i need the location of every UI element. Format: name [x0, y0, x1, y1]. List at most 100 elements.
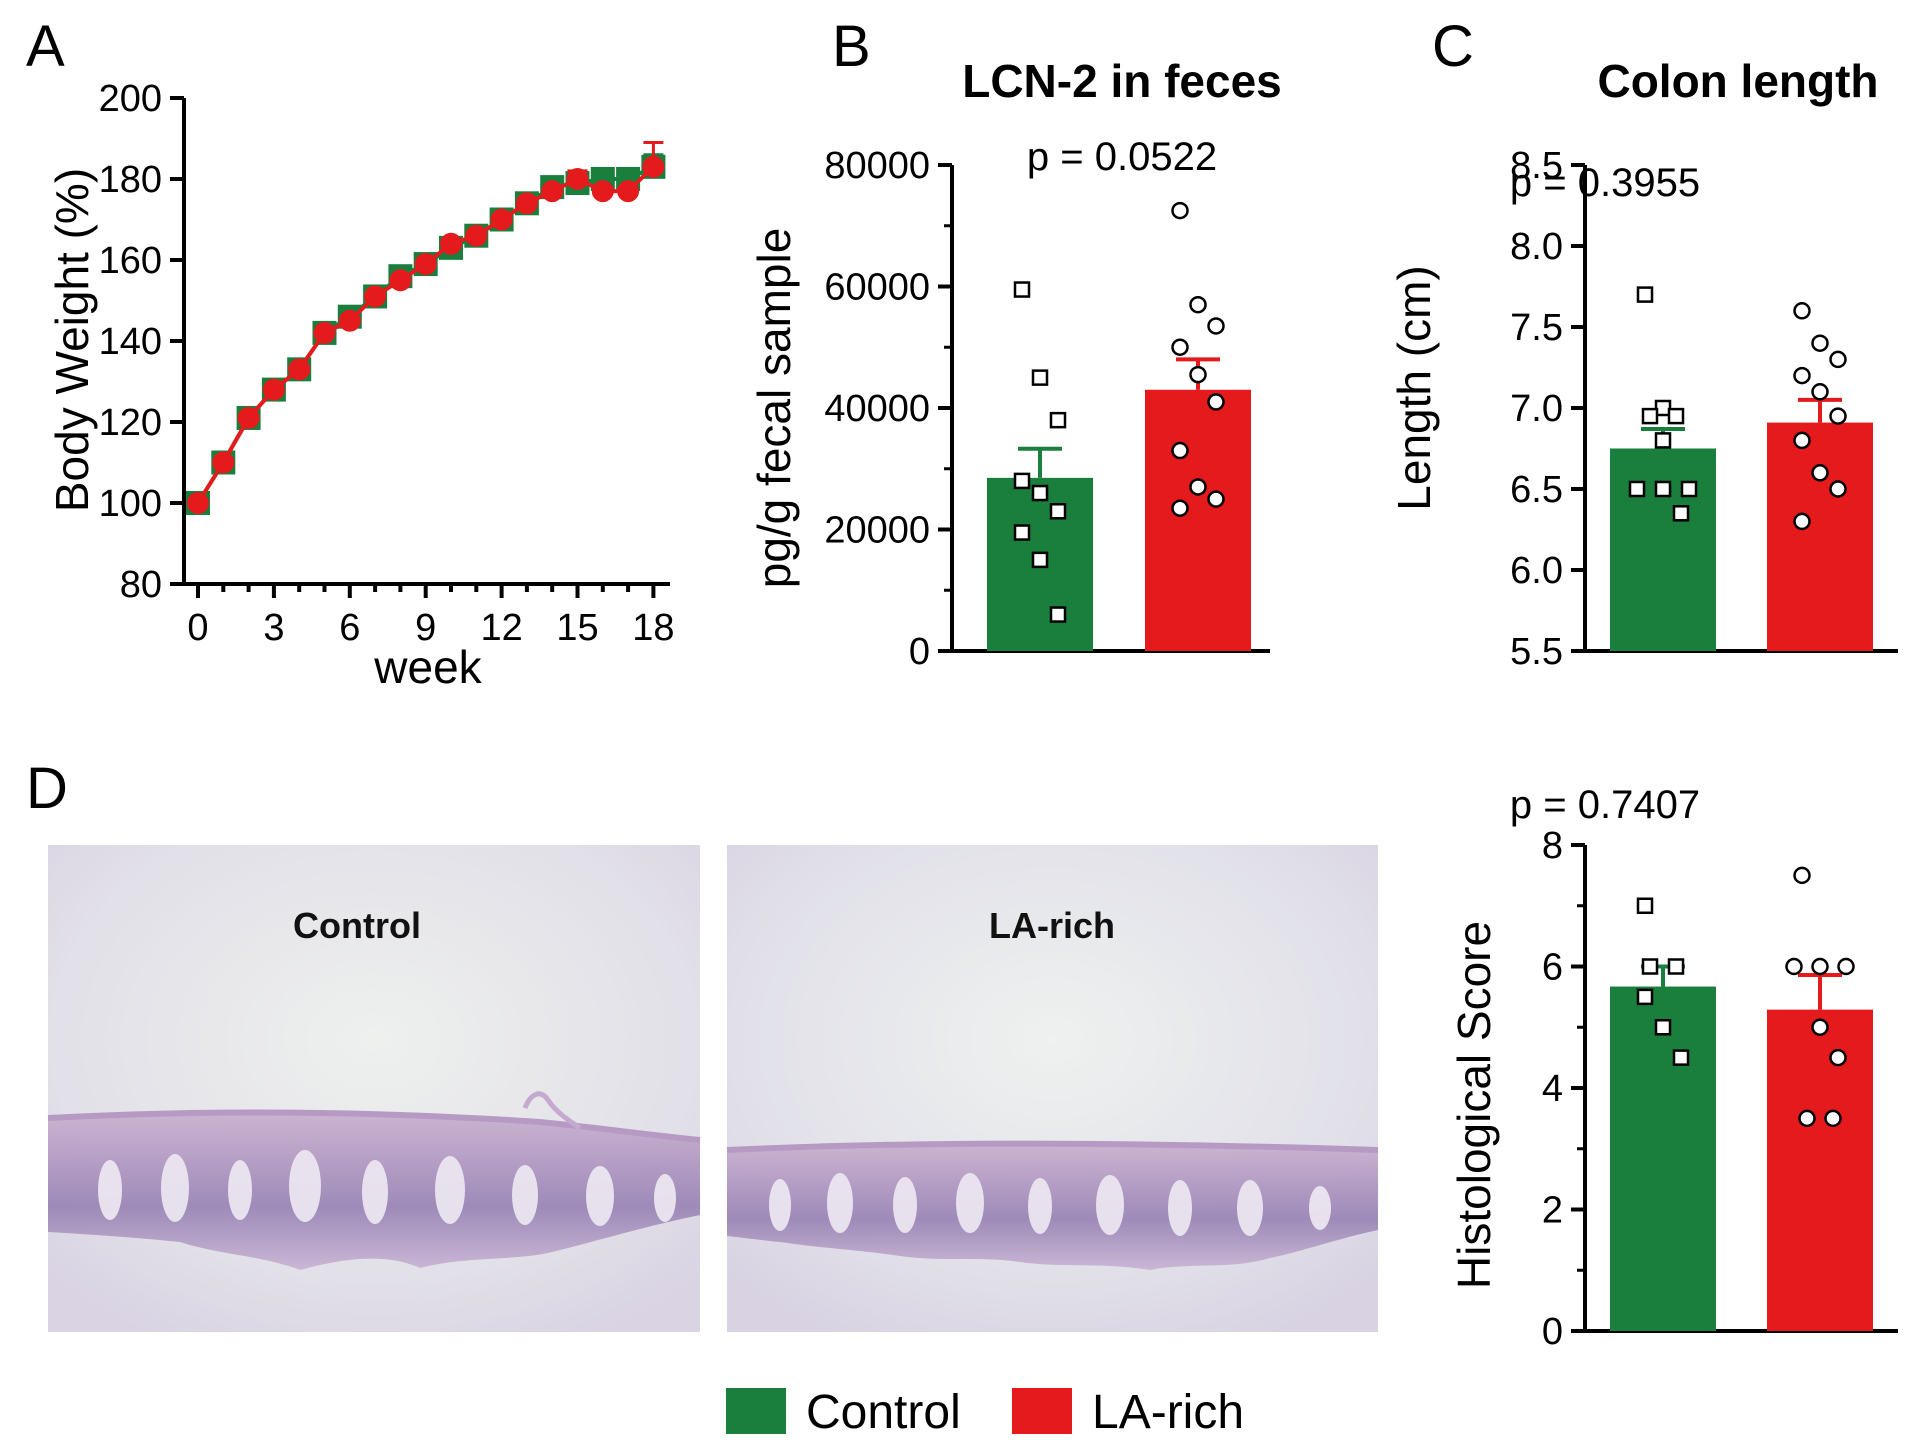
chart-b-point-la-rich [1207, 317, 1225, 335]
chart-a-y-tick-label: 200 [99, 78, 162, 120]
chart-b-y-tick-label: 80000 [824, 145, 930, 187]
chart-b-point-control [1013, 524, 1031, 541]
chart-d-point-control [1654, 1019, 1672, 1036]
chart-a-point-la-rich [338, 309, 361, 332]
chart-a-y-label: Body Weight (%) [46, 168, 98, 512]
chart-b-point-la-rich [1171, 499, 1189, 517]
chart-c-point-control [1672, 505, 1690, 522]
histology-label-control: Control [293, 905, 421, 946]
chart-a-x-tick-label: 9 [415, 607, 436, 649]
panel-letter-a: A [26, 14, 65, 79]
chart-a-point-la-rich [541, 180, 564, 203]
chart-c-point-la-rich [1793, 302, 1811, 320]
chart-b-point-la-rich [1189, 365, 1207, 384]
chart-c-point-la-rich [1829, 350, 1847, 369]
chart-a-y-tick-label: 120 [99, 402, 162, 444]
chart-d-y-tick-label: 2 [1542, 1190, 1563, 1232]
chart-b-point-control [1031, 484, 1049, 502]
chart-d-y-tick-label: 6 [1542, 947, 1563, 989]
chart-a-series [186, 141, 666, 515]
chart-c-point-la-rich [1811, 464, 1829, 482]
chart-b-point-control [1049, 606, 1067, 623]
chart-b-lcn2: LCN-2 in feces p = 0.0522 0 20000 40000 600… [748, 55, 1282, 673]
chart-c-point-control [1654, 432, 1672, 449]
chart-b-point-control [1031, 551, 1049, 569]
chart-a-y-ticks: 80 100 120 140 160 180 200 [99, 78, 184, 606]
chart-b-y-ticks: 0 20000 40000 60000 80000 [824, 145, 952, 673]
chart-d-point-la-rich [1824, 1109, 1842, 1128]
legend-swatch-la-rich [1012, 1388, 1072, 1434]
chart-d-point-la-rich [1785, 957, 1803, 976]
chart-a-x-tick-label: 18 [632, 607, 674, 649]
chart-b-y-tick-label: 20000 [824, 510, 930, 552]
chart-d-histological-score: p = 0.7407 0 2 4 6 8 Histological Score [1448, 783, 1898, 1353]
chart-d-point-control [1641, 958, 1659, 975]
chart-a-point-la-rich [642, 155, 665, 178]
chart-a-point-la-rich [566, 168, 589, 190]
chart-b-point-control [1031, 369, 1049, 386]
chart-b-point-la-rich [1189, 295, 1207, 314]
chart-c-title: Colon length [1597, 55, 1878, 107]
chart-d-y-label: Histological Score [1448, 921, 1500, 1289]
chart-a-point-la-rich [515, 192, 538, 215]
chart-a-point-la-rich [262, 378, 285, 401]
chart-b-point-la-rich [1171, 338, 1189, 356]
chart-c-y-tick-label: 6.5 [1510, 469, 1563, 511]
chart-c-y-tick-label: 8.5 [1510, 145, 1563, 187]
chart-a-y-tick-label: 100 [99, 483, 162, 525]
chart-a-y-tick-label: 80 [120, 564, 162, 606]
chart-b-y-tick-label: 40000 [824, 388, 930, 430]
chart-c-bar-la-rich [1767, 422, 1873, 651]
chart-a-point-la-rich [414, 253, 437, 276]
chart-b-point-control [1013, 472, 1031, 490]
histology-image-control: Control [47, 845, 701, 1332]
chart-c-y-tick-label: 7.5 [1510, 307, 1563, 349]
chart-a-point-la-rich [440, 232, 462, 255]
chart-a-point-la-rich [212, 451, 235, 474]
chart-c-bars [1610, 286, 1873, 651]
chart-a-point-la-rich [187, 492, 209, 514]
chart-a-point-la-rich [617, 180, 640, 203]
chart-a-series-line-control [196, 165, 655, 505]
chart-d-p-value: p = 0.7407 [1510, 783, 1700, 827]
chart-b-point-la-rich [1189, 478, 1207, 496]
chart-c-point-control [1641, 407, 1659, 425]
legend-label-control: Control [806, 1386, 961, 1439]
legend: Control LA-rich [726, 1386, 1244, 1439]
chart-d-bars [1610, 866, 1873, 1331]
chart-c-y-tick-label: 5.5 [1510, 631, 1563, 673]
chart-d-point-la-rich [1837, 957, 1855, 976]
chart-a-x-label: week [373, 641, 482, 693]
chart-b-point-la-rich [1171, 201, 1189, 220]
chart-a-point-la-rich [591, 180, 614, 203]
chart-b-point-control [1013, 281, 1031, 298]
chart-d-point-la-rich [1798, 1109, 1816, 1128]
chart-d-point-la-rich [1829, 1048, 1847, 1067]
chart-c-point-la-rich [1811, 383, 1829, 401]
chart-b-p-value: p = 0.0522 [1027, 135, 1217, 179]
chart-b-y-label: pg/g fecal sample [748, 228, 800, 589]
chart-d-y-ticks: 0 2 4 6 8 [1542, 825, 1585, 1353]
chart-c-y-tick-label: 7.0 [1510, 388, 1563, 430]
legend-swatch-control [726, 1388, 786, 1434]
chart-c-point-control [1680, 480, 1698, 498]
chart-c-y-label: Length (cm) [1388, 265, 1440, 510]
chart-a-point-la-rich [237, 406, 260, 429]
chart-c-y-tick-label: 6.0 [1510, 550, 1563, 592]
chart-b-point-control [1049, 503, 1067, 520]
chart-b-point-la-rich [1171, 441, 1189, 460]
chart-c-y-tick-label: 8.0 [1510, 226, 1563, 268]
chart-d-y-tick-label: 4 [1542, 1068, 1563, 1110]
chart-d-bar-control [1610, 986, 1716, 1331]
chart-a-x-ticks: 0 3 6 9 12 15 18 [187, 584, 675, 649]
panel-letter-b: B [832, 14, 871, 79]
chart-d-point-la-rich [1811, 957, 1829, 976]
chart-c-point-control [1628, 480, 1646, 498]
chart-a-point-la-rich [313, 321, 336, 344]
chart-c-point-control [1654, 480, 1672, 498]
chart-b-y-tick-label: 60000 [824, 267, 930, 309]
chart-d-y-tick-label: 0 [1542, 1311, 1563, 1353]
chart-c-point-control [1636, 286, 1654, 303]
chart-d-point-control [1667, 958, 1685, 975]
